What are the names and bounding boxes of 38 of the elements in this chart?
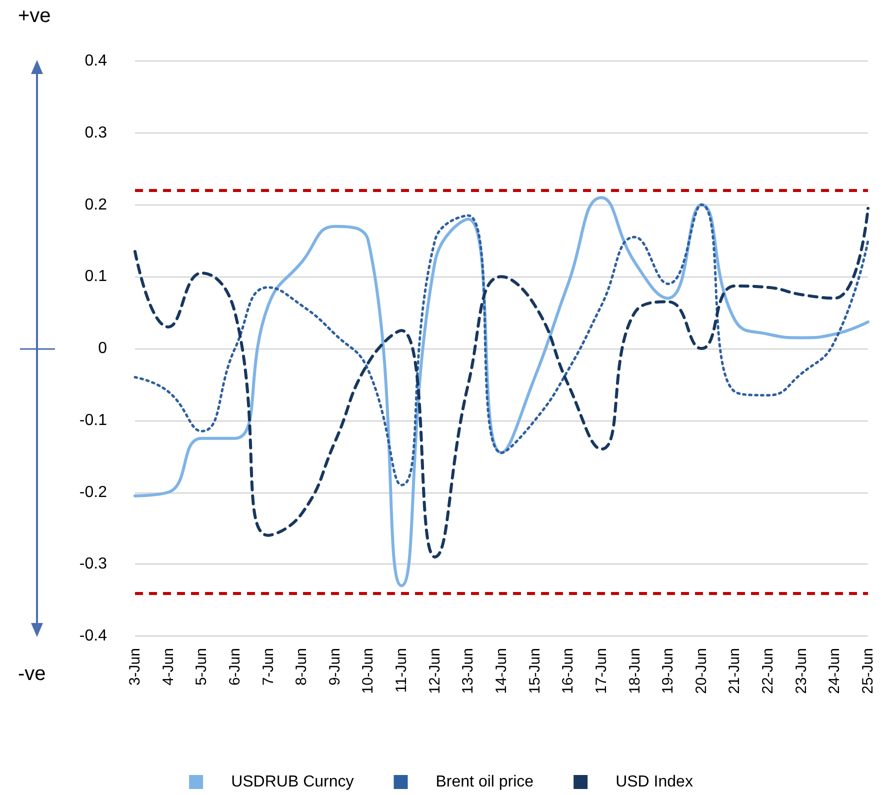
- x-tick-label: 7-Jun: [260, 648, 277, 686]
- y-tick-label: 0.4: [84, 52, 108, 70]
- x-tick-label: 24-Jun: [826, 648, 844, 694]
- y-tick-label: 0.3: [84, 124, 108, 142]
- line-series: [134, 204, 870, 486]
- legend-label: USD Index: [616, 774, 693, 790]
- x-tick-label: 20-Jun: [692, 648, 710, 694]
- y-tick-label: -0.1: [79, 412, 108, 429]
- x-tick-label: 13-Jun: [460, 648, 477, 694]
- y-tick-label: 0.2: [84, 196, 108, 214]
- x-tick-label: 12-Jun: [426, 648, 444, 694]
- legend-label: Brent oil price: [436, 774, 534, 790]
- x-tick-label: 10-Jun: [360, 648, 377, 694]
- x-tick-label: 11-Jun: [393, 648, 410, 693]
- y-tick-label: -0.3: [79, 556, 108, 573]
- x-tick-label: 22-Jun: [760, 648, 777, 694]
- y-tick-label: 0: [98, 340, 108, 357]
- text: -ve: [18, 663, 46, 685]
- x-tick-label: 6-Jun: [226, 648, 244, 686]
- x-tick-label: 21-Jun: [726, 648, 744, 694]
- x-tick-label: 8-Jun: [293, 648, 310, 686]
- x-tick-label: 25-Jun: [860, 648, 876, 694]
- x-tick-label: 14-Jun: [493, 648, 510, 694]
- legend-label: USDRUB Curncy: [231, 774, 354, 790]
- x-tick-label: 15-Jun: [526, 648, 544, 694]
- x-tick-label: 5-Jun: [193, 648, 210, 686]
- y-tick-label: 0.1: [84, 268, 108, 286]
- text: +ve: [18, 5, 51, 27]
- x-tick-label: 18-Jun: [626, 648, 644, 694]
- y-tick-label: -0.4: [79, 628, 108, 644]
- x-tick-label: 23-Jun: [792, 648, 810, 694]
- x-tick-label: 9-Jun: [326, 648, 344, 686]
- x-tick-label: 3-Jun: [126, 648, 144, 686]
- y-tick-label: -0.2: [79, 484, 108, 501]
- x-tick-label: 17-Jun: [592, 648, 610, 694]
- x-tick-label: 19-Jun: [660, 648, 677, 694]
- x-tick-label: 4-Jun: [160, 648, 177, 686]
- x-tick-label: 16-Jun: [560, 648, 577, 694]
